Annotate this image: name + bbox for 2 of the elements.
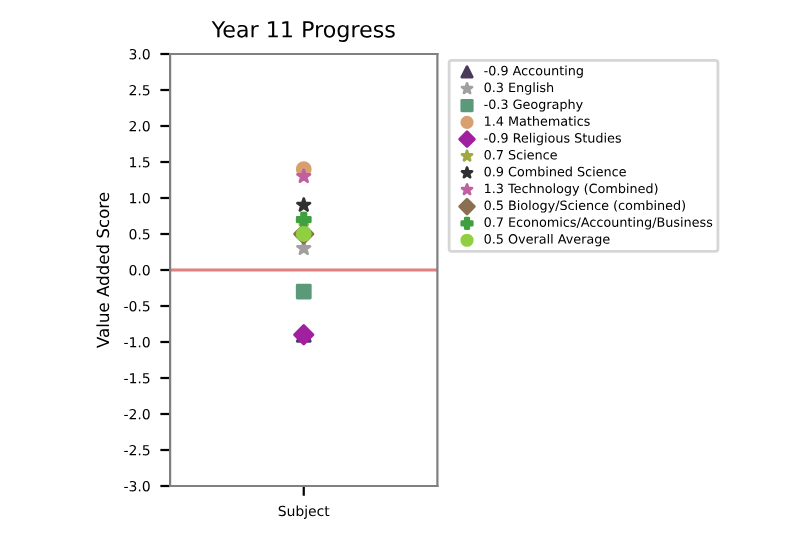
chart-title: Year 11 Progress — [211, 21, 395, 42]
y-axis-title: Value Added Score — [96, 192, 110, 348]
